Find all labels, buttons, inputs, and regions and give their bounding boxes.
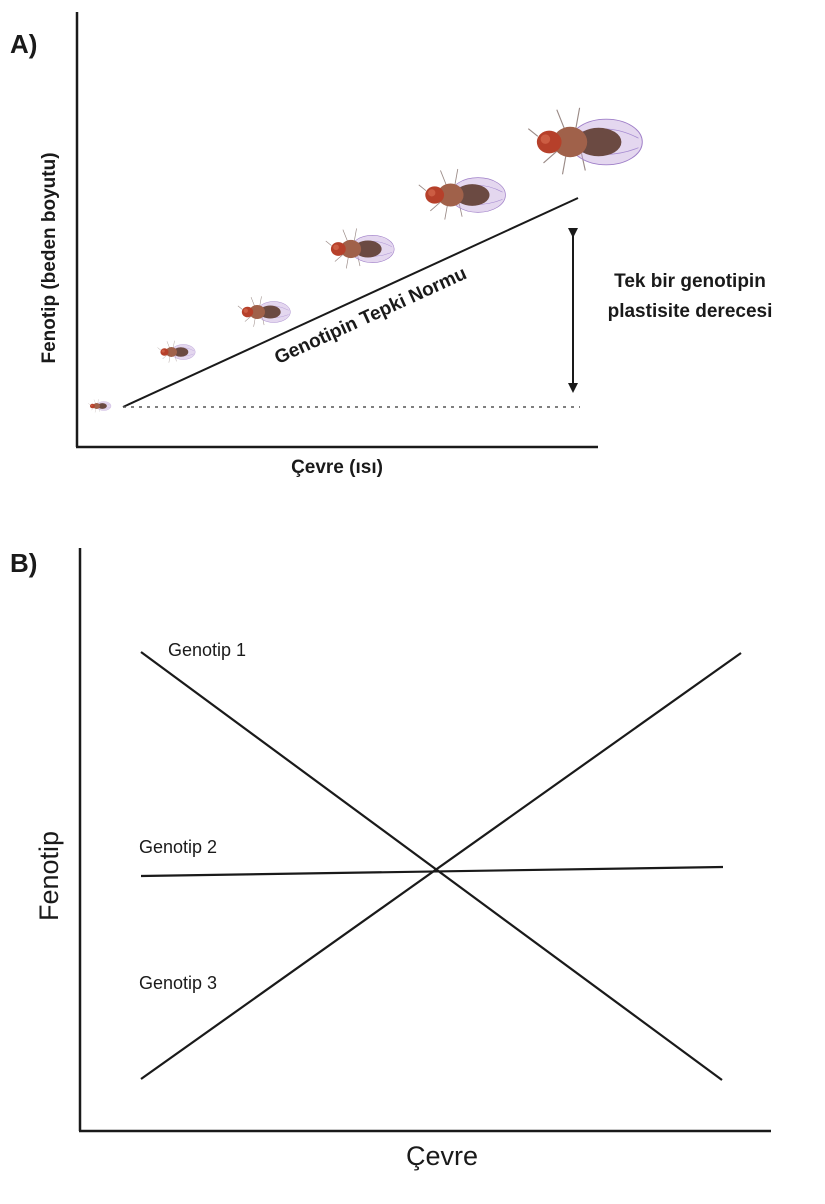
panel-a-x-label: Çevre (ısı)	[291, 457, 383, 478]
genotype-2-label: Genotip 2	[139, 837, 217, 857]
panel-a-letter: A)	[10, 29, 37, 59]
fly-icon	[325, 228, 395, 269]
fly-illustrations	[88, 107, 643, 413]
panel-b-letter: B)	[10, 548, 37, 578]
genotype-1-label: Genotip 1	[168, 640, 246, 660]
fly-icon	[237, 296, 291, 328]
fly-icon	[418, 168, 506, 220]
genotype-1-line	[140, 651, 723, 1081]
panel-b-x-label: Çevre	[406, 1141, 478, 1171]
fly-icon	[88, 399, 112, 413]
panel-b-y-label: Fenotip	[34, 831, 64, 921]
reaction-norm-line	[122, 197, 579, 408]
reaction-norm-label: Genotipin Tepki Normu	[271, 263, 470, 369]
plasticity-label-line2: plastisite derecesi	[608, 301, 773, 322]
fly-icon	[527, 107, 643, 175]
genotype-3-line	[140, 652, 742, 1080]
plasticity-label-line1: Tek bir genotipin	[614, 271, 766, 292]
panel-a-y-label: Fenotip (beden boyutu)	[39, 152, 60, 363]
fly-icon	[157, 340, 196, 363]
genotype-3-label: Genotip 3	[139, 973, 217, 993]
